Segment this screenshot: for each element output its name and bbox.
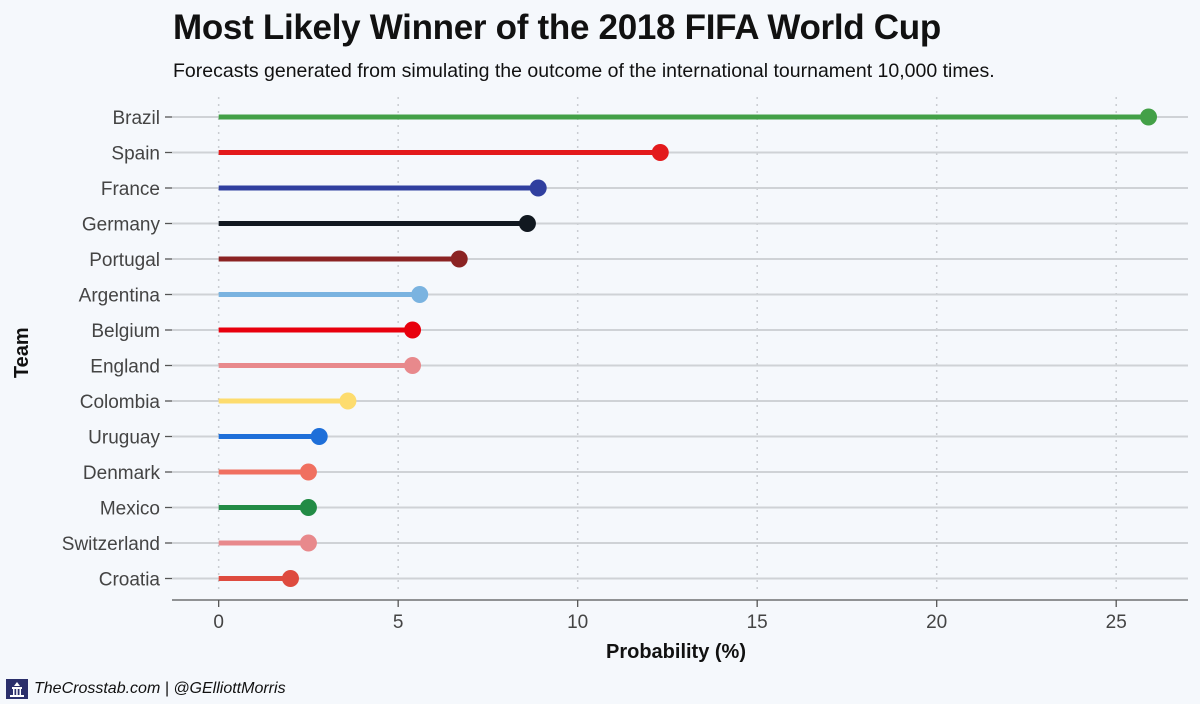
y-tick-label: Switzerland [62, 534, 160, 555]
y-tick-label: Germany [82, 215, 161, 236]
x-tick-label: 10 [567, 612, 588, 633]
chart-subtitle: Forecasts generated from simulating the … [173, 60, 995, 82]
y-tick-label: Portugal [89, 250, 160, 271]
x-tick-label: 15 [747, 612, 768, 633]
x-tick-label: 20 [926, 612, 947, 633]
y-axis-title: Team [11, 327, 33, 378]
y-tick-label: Argentina [79, 286, 161, 307]
lollipop-dot [651, 144, 669, 161]
y-tick-label: Mexico [100, 499, 160, 520]
y-tick-label: Colombia [80, 392, 161, 413]
y-tick-label: Croatia [99, 570, 161, 591]
lollipop-dot [339, 392, 357, 410]
lollipop-dot [518, 215, 536, 232]
y-tick-label: Brazil [112, 108, 160, 129]
x-tick-label: 0 [213, 612, 224, 633]
data-marks [218, 108, 1158, 587]
y-tick-label: England [90, 357, 160, 378]
lollipop-dot [404, 321, 422, 339]
lollipop-dot [411, 286, 429, 303]
x-tick-label: 25 [1106, 612, 1127, 633]
footer-credit: TheCrosstab.com | @GElliottMorris [6, 679, 286, 699]
footer-credit-text: TheCrosstab.com | @GElliottMorris [34, 680, 286, 697]
lollipop-dot [281, 570, 299, 587]
x-axis-title: Probability (%) [606, 641, 746, 663]
lollipop-dot [299, 534, 317, 552]
y-tick-label: Denmark [83, 463, 161, 484]
lollipop-dot [299, 499, 317, 516]
y-tick-label: Spain [111, 144, 160, 165]
vertical-gridlines [217, 97, 1117, 593]
lollipop-dot [529, 179, 547, 197]
y-axis-ticks: Brazil Spain France Germany Portugal Argentin… [62, 108, 172, 591]
chart-title: Most Likely Winner of the 2018 FIFA Worl… [173, 8, 941, 47]
x-axis: 0 5 10 15 20 25 [172, 599, 1188, 633]
lollipop-dot [404, 357, 422, 374]
lollipop-dot [299, 463, 317, 481]
y-tick-label: Belgium [91, 321, 160, 342]
capitol-logo-icon [6, 679, 28, 699]
lollipop-dot [310, 428, 328, 445]
lollipop-dot [450, 250, 468, 268]
y-tick-label: Uruguay [88, 428, 160, 449]
y-tick-label: France [101, 179, 160, 200]
x-tick-label: 5 [393, 612, 404, 633]
lollipop-dot [1140, 108, 1158, 126]
